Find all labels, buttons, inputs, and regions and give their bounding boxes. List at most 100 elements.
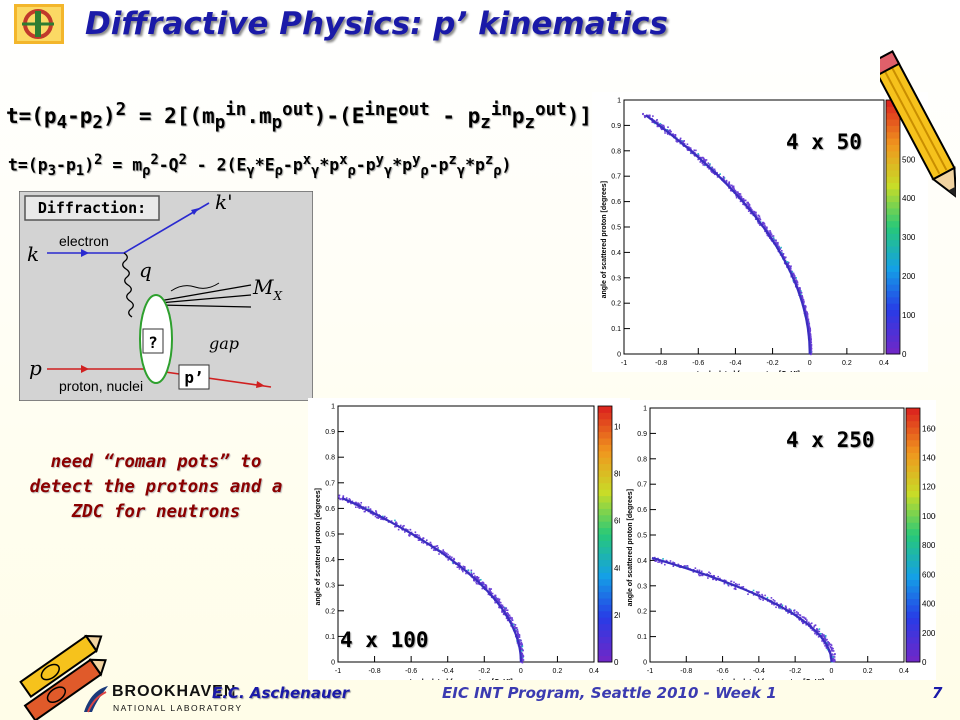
- data-band: [651, 556, 833, 663]
- plot-title-4x50: 4 x 50: [786, 130, 862, 154]
- x-tick-label: -1: [647, 668, 653, 675]
- x-tick-label: -0.2: [478, 668, 490, 675]
- lab-name: BROOKHAVEN: [112, 683, 237, 700]
- y-tick-label: 0: [617, 352, 621, 359]
- pencil-icon: [880, 50, 956, 199]
- svg-text:p: p: [29, 356, 42, 380]
- z-tick-label: 0: [614, 658, 619, 667]
- z-tick-label: 800: [922, 541, 936, 550]
- y-tick-label: 0.7: [325, 480, 335, 487]
- bnl-logo-icon: [84, 686, 108, 713]
- y-axis-label: angle of scattered proton [degrees]: [627, 489, 634, 606]
- z-tick-label: 1200: [922, 483, 936, 492]
- z-tick-label: 300: [902, 233, 916, 242]
- y-axis-label: angle of scattered proton [degrees]: [315, 488, 322, 605]
- logo-icon: [14, 4, 64, 44]
- y-tick-label: 0: [643, 660, 647, 667]
- color-scale: [597, 405, 613, 663]
- y-tick-label: 0.1: [637, 634, 647, 641]
- x-axis-label: t calculated from proton [GeV²]: [410, 679, 513, 680]
- x-tick-label: -1: [621, 360, 627, 367]
- x-tick-label: -0.8: [369, 668, 381, 675]
- x-tick-label: 0.4: [589, 668, 599, 675]
- y-tick-label: 0.8: [611, 148, 621, 155]
- x-tick-label: 0.2: [863, 668, 873, 675]
- footer-author: E.C. Aschenauer: [212, 684, 350, 702]
- lab-subtitle: NATIONAL LABORATORY: [113, 703, 243, 713]
- y-tick-label: 0.9: [325, 429, 335, 436]
- footer-event: EIC INT Program, Seattle 2010 - Week 1: [442, 684, 777, 702]
- x-tick-label: 0.2: [842, 360, 852, 367]
- y-tick-label: 0.6: [611, 199, 621, 206]
- x-tick-label: 0: [519, 668, 523, 675]
- z-tick-label: 500: [902, 155, 916, 164]
- y-tick-label: 0.7: [611, 174, 621, 181]
- x-axis-label: t calculated from proton [GeV²]: [697, 371, 800, 372]
- z-tick-label: 400: [922, 600, 936, 609]
- y-tick-label: 0.6: [325, 506, 335, 513]
- y-tick-label: 0.8: [325, 455, 335, 462]
- y-tick-label: 1: [331, 404, 335, 411]
- x-tick-label: -0.2: [789, 668, 801, 675]
- page-number: 7: [932, 684, 943, 702]
- slide-title: Diffractive Physics: p’ kinematics: [85, 6, 668, 42]
- diffraction-badge-label: Diffraction:: [38, 199, 146, 217]
- y-tick-label: 0.8: [637, 456, 647, 463]
- svg-text:p’: p’: [184, 368, 203, 387]
- y-tick-label: 0.5: [637, 533, 647, 540]
- z-tick-label: 200: [902, 272, 916, 281]
- z-tick-label: 1400: [922, 454, 936, 463]
- x-tick-label: -0.2: [767, 360, 779, 367]
- z-tick-label: 100: [902, 311, 916, 320]
- y-tick-label: 0.6: [637, 507, 647, 514]
- svg-text:proton, nuclei: proton, nuclei: [59, 378, 143, 394]
- x-tick-label: 0: [829, 668, 833, 675]
- y-tick-label: 0.2: [637, 609, 647, 616]
- y-tick-label: 0.5: [611, 225, 621, 232]
- y-tick-label: 0.1: [611, 326, 621, 333]
- x-tick-label: -1: [335, 668, 341, 675]
- y-tick-label: 0.4: [637, 558, 647, 565]
- equation-t-proton: t=(p4-p2)2 = 2[(mpin.mpout)-(EinEout - p…: [6, 100, 592, 134]
- y-tick-label: 0.2: [325, 608, 335, 615]
- y-tick-label: 0.3: [637, 583, 647, 590]
- z-tick-label: 400: [902, 194, 916, 203]
- y-tick-label: 0.4: [611, 250, 621, 257]
- y-tick-label: 0.3: [325, 583, 335, 590]
- plot-4x100: -1 -0.8 -0.6 -0.4 -0.2 0 0.2 0.4 0 0.1 0.2 0.3 0.4 0.…: [308, 398, 630, 680]
- z-tick-label: 0: [902, 350, 907, 359]
- y-tick-label: 0.7: [637, 482, 647, 489]
- y-tick-label: 0.5: [325, 532, 335, 539]
- x-tick-label: 0.4: [879, 360, 889, 367]
- svg-text:gap: gap: [209, 334, 239, 353]
- y-tick-label: 0.9: [637, 431, 647, 438]
- x-tick-label: -0.6: [717, 668, 729, 675]
- x-tick-label: 0.4: [899, 668, 909, 675]
- x-tick-label: -0.4: [753, 668, 765, 675]
- x-tick-label: -0.8: [655, 360, 667, 367]
- svg-text:electron: electron: [59, 233, 109, 249]
- plot-title-4x250: 4 x 250: [786, 428, 875, 452]
- crayons-icon: [19, 634, 107, 720]
- plot-title-4x100: 4 x 100: [340, 628, 429, 652]
- roman-pots-note: need “roman pots” to detect the protons …: [29, 452, 283, 522]
- y-axis-label: angle of scattered proton [degrees]: [601, 181, 608, 298]
- svg-text:k': k': [215, 191, 233, 214]
- x-tick-label: -0.6: [405, 668, 417, 675]
- data-band: [342, 497, 522, 663]
- diffraction-diagram: Diffraction: k electron k' q MX gap p pr…: [19, 191, 313, 401]
- x-axis-label: t calculated from proton [GeV²]: [721, 679, 824, 680]
- y-tick-label: 0.9: [611, 123, 621, 130]
- y-tick-label: 0.1: [325, 634, 335, 641]
- y-tick-label: 0.4: [325, 557, 335, 564]
- z-tick-label: 0: [922, 658, 927, 667]
- x-tick-label: -0.4: [729, 360, 741, 367]
- z-tick-label: 1000: [922, 512, 936, 521]
- diffraction-badge: [24, 195, 160, 221]
- y-tick-label: 1: [617, 98, 621, 105]
- y-tick-label: 1: [643, 406, 647, 413]
- svg-text:k: k: [27, 242, 39, 266]
- svg-text:q: q: [139, 258, 152, 282]
- color-scale: [905, 407, 921, 663]
- x-tick-label: -0.8: [680, 668, 692, 675]
